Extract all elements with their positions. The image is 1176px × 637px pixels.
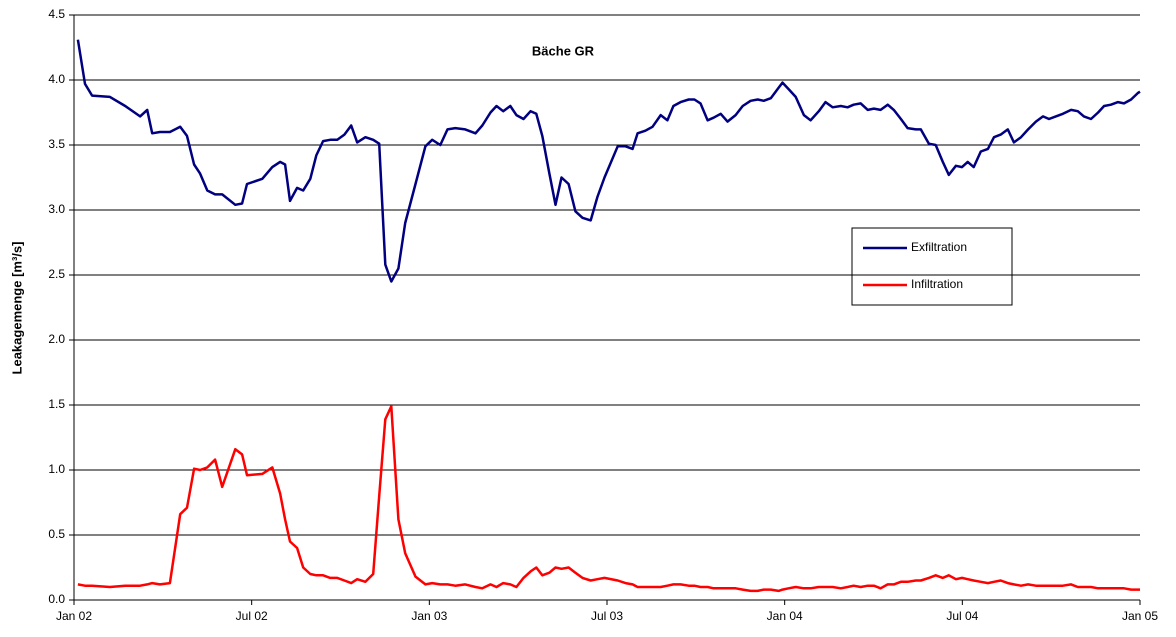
y-tick-label: 1.0: [48, 462, 65, 476]
x-tick-label: Jan 02: [56, 609, 92, 623]
y-tick-label: 0.5: [48, 527, 65, 541]
x-tick-label: Jan 05: [1122, 609, 1158, 623]
y-axis-label: Leakagemenge [m³/s]: [9, 242, 24, 375]
data-line: [76, 39, 1141, 283]
y-tick-label: 4.5: [48, 7, 65, 21]
x-tick-label: Jan 04: [767, 609, 803, 623]
x-tick-label: Jul 04: [946, 609, 978, 623]
legend-box: [851, 227, 1013, 306]
y-tick-label: 0.0: [48, 592, 65, 606]
y-tick-label: 4.0: [48, 72, 65, 86]
x-tick-label: Jul 02: [236, 609, 268, 623]
y-tick-label: 3.0: [48, 202, 65, 216]
data-line: [77, 405, 1140, 593]
x-tick-label: Jul 03: [591, 609, 623, 623]
legend-label: Exfiltration: [911, 240, 967, 254]
chart-title: Bäche GR: [532, 43, 595, 58]
y-tick-label: 3.5: [48, 137, 65, 151]
y-tick-label: 2.5: [48, 267, 65, 281]
legend-label: Infiltration: [911, 277, 963, 291]
y-tick-label: 2.0: [48, 332, 65, 346]
x-tick-label: Jan 03: [411, 609, 447, 623]
y-tick-label: 1.5: [48, 397, 65, 411]
